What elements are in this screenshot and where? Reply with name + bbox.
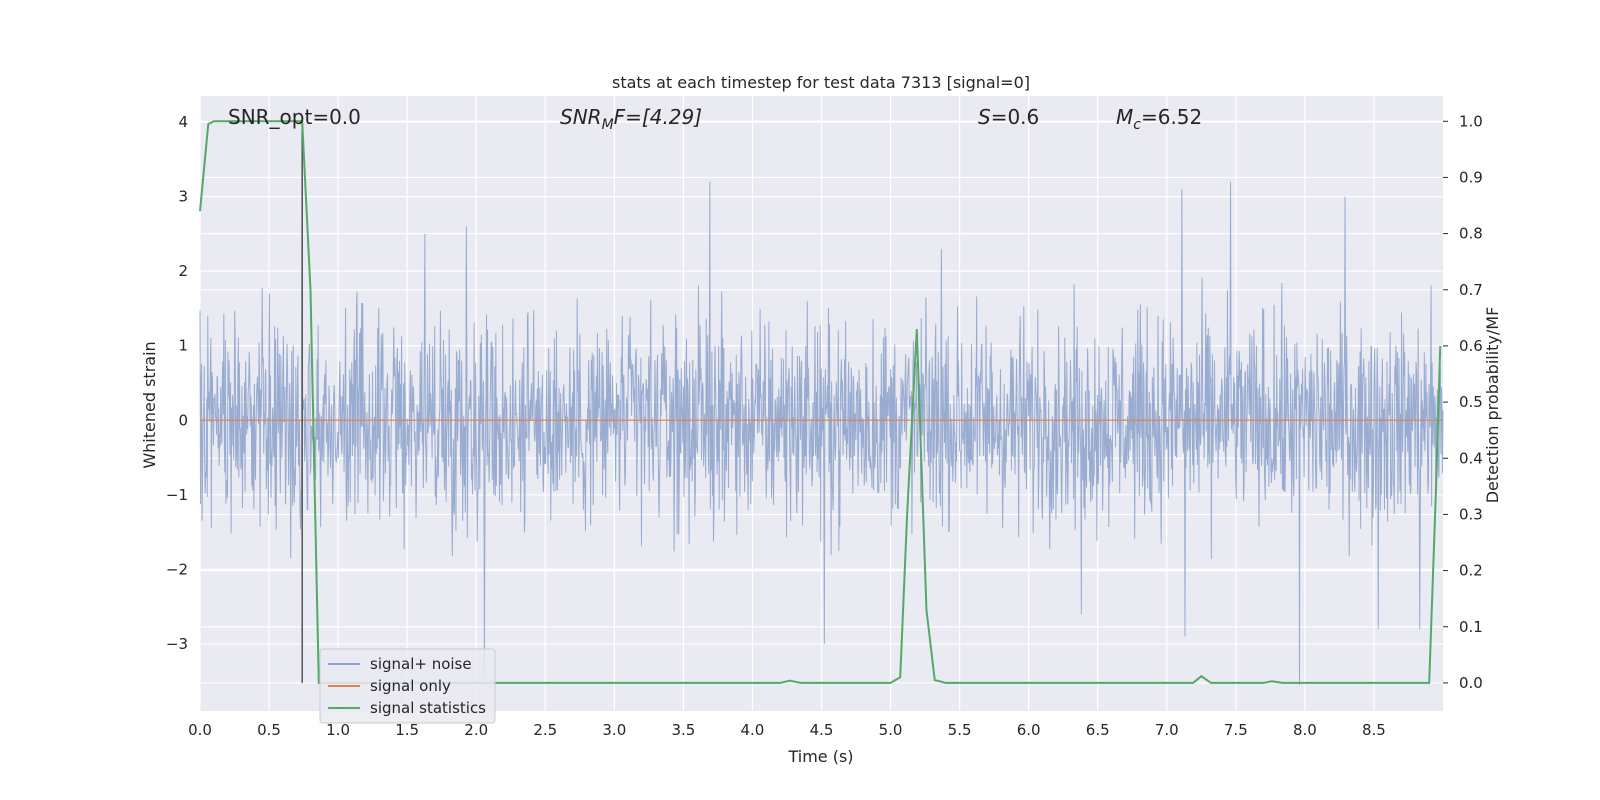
annotation-chirp-mass-main: M [1116,105,1133,129]
y-right-tick-label: 0.0 [1459,674,1483,692]
chart-title: stats at each timestep for test data 731… [612,73,1030,92]
x-axis-label: Time (s) [787,747,853,766]
y-left-tick-label: 3 [178,188,188,206]
y-left-tick-label: 2 [178,262,188,280]
y-left-tick-label: −1 [166,486,188,504]
annotations: SNR_opt=0.0 SNRMF=[4.29] S=0.6 Mc=6.52 [228,105,1202,133]
y-left-tick-label: 0 [178,411,188,429]
x-tick-label: 1.0 [326,721,350,739]
annotation-snr-mf: SNRMF=[4.29] [560,105,702,133]
x-tick-label: 2.5 [533,721,557,739]
y-right-tick-label: 0.5 [1459,393,1483,411]
annotation-snr-mf-value: F=[4.29] [614,105,702,129]
x-tick-label: 1.5 [395,721,419,739]
legend-label-noise: signal+ noise [370,655,472,673]
y-right-tick-label: 0.6 [1459,337,1483,355]
annotation-s-value-value: =0.6 [991,105,1040,129]
annotation-chirp-mass-subscript: c [1133,117,1141,133]
annotation-chirp-mass: Mc=6.52 [1116,105,1202,133]
y-right-tick-label: 0.7 [1459,281,1483,299]
y-right-tick-label: 0.3 [1459,505,1483,523]
legend: signal+ noise signal only signal statist… [319,648,496,724]
y-right-tick-label: 1.0 [1459,112,1483,130]
y-left-tick-label: 1 [178,337,188,355]
x-tick-label: 0.0 [188,721,212,739]
legend-label-signal: signal only [370,677,451,695]
annotation-snr-opt-main: SNR_opt=0.0 [228,105,361,129]
x-tick-label: 3.5 [671,721,695,739]
y-left-tick-labels: 4 3 2 1 0 −1 −2 −3 [166,113,188,653]
y-right-tick-label: 0.8 [1459,225,1483,243]
x-tick-label: 2.0 [464,721,488,739]
x-tick-label: 6.0 [1017,721,1041,739]
x-tick-label: 4.0 [741,721,765,739]
y-right-tick-labels: 1.0 0.9 0.8 0.7 0.6 0.5 0.4 0.3 0.2 0.1 0.0 [1443,112,1483,692]
x-tick-label: 7.5 [1224,721,1248,739]
annotation-chirp-mass-value: =6.52 [1141,105,1202,129]
y-right-tick-label: 0.9 [1459,168,1483,186]
legend-box [319,648,496,724]
y-right-tick-label: 0.4 [1459,449,1483,467]
y-left-tick-label: −3 [166,635,188,653]
x-tick-label: 8.5 [1362,721,1386,739]
x-tick-labels: 0.0 0.5 1.0 1.5 2.0 2.5 3.0 3.5 4.0 4.5 5.0 5.5 6.0 6… [188,721,1386,739]
y-left-tick-label: −2 [166,560,188,578]
y-right-axis-label: Detection probability/MF [1483,307,1502,504]
y-right-tick-label: 0.1 [1459,618,1483,636]
legend-label-stats: signal statistics [370,699,486,717]
y-left-tick-label: 4 [178,113,188,131]
annotation-snr-mf-main: SNR [560,105,602,129]
y-right-tick-label: 0.2 [1459,562,1483,580]
series-signal-plus-noise [199,122,1444,685]
x-tick-label: 4.5 [810,721,834,739]
annotation-snr-opt: SNR_opt=0.0 [228,105,361,129]
signal-statistics-line [199,120,1442,684]
annotation-s-value: S=0.6 [978,105,1039,129]
y-left-axis-label: Whitened strain [140,341,159,468]
annotation-snr-mf-subscript: M [602,117,614,133]
x-tick-label: 0.5 [257,721,281,739]
x-tick-label: 6.5 [1086,721,1110,739]
x-tick-label: 5.5 [948,721,972,739]
noise-trace [199,122,1444,685]
x-tick-label: 8.0 [1293,721,1317,739]
x-tick-label: 3.0 [602,721,626,739]
x-tick-label: 7.0 [1155,721,1179,739]
series-signal-statistics [199,120,1442,684]
x-tick-label: 5.0 [879,721,903,739]
annotation-s-value-main: S [978,105,991,129]
